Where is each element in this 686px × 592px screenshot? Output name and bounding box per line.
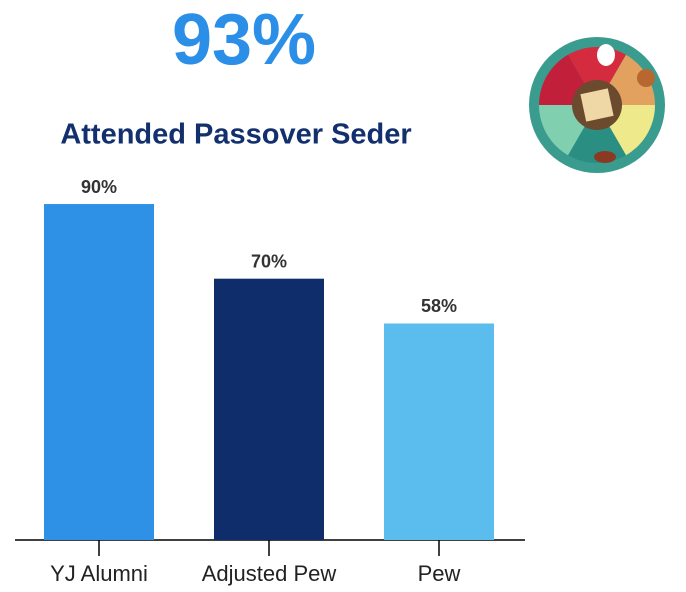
seder-plate-icon <box>529 37 665 173</box>
bar <box>214 279 324 540</box>
page: 93% Attended Passover Seder 90% YJ Alumni… <box>0 0 686 592</box>
chart-title: Attended Passover Seder <box>60 119 411 151</box>
value-label: 70% <box>251 251 287 271</box>
x-tick-label: YJ Alumni <box>50 561 148 586</box>
value-label: 90% <box>81 177 117 197</box>
headline: 93% <box>172 0 316 80</box>
x-tick-label: Adjusted Pew <box>202 561 337 586</box>
bar <box>384 323 494 540</box>
value-label: 58% <box>421 296 457 316</box>
x-tick-label: Pew <box>418 561 461 586</box>
bar <box>44 204 154 540</box>
chart: 93% Attended Passover Seder 90% YJ Alumni… <box>0 0 686 592</box>
